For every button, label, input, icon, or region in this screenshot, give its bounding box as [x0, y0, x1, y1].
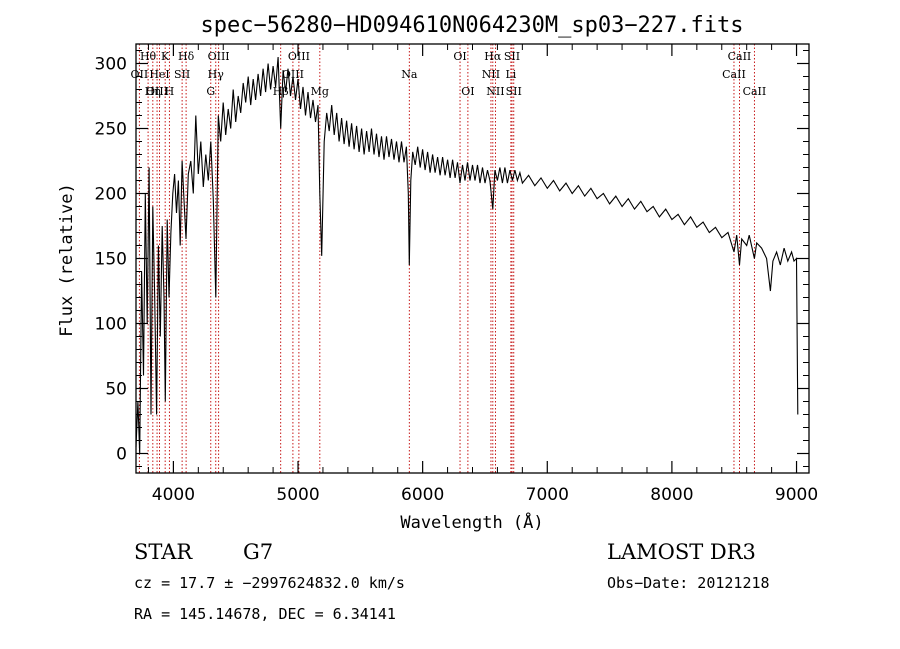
obs-date: Obs−Date: 20121218 — [607, 574, 770, 592]
y-tick-label: 250 — [95, 120, 127, 140]
coordinates: RA = 145.14678, DEC = 6.34141 — [134, 605, 396, 623]
x-tick-label: 6000 — [401, 485, 444, 505]
x-tick-label: 8000 — [650, 485, 693, 505]
spectral-line-label: SII — [174, 68, 190, 81]
spectral-line-label: SII — [504, 50, 520, 63]
y-tick-label: 200 — [95, 185, 127, 205]
x-axis-ticks: 4000 5000 6000 7000 8000 9000 — [147, 44, 818, 505]
spectral-line-label: OIII — [208, 50, 230, 63]
spectral-line-label: CaII — [743, 85, 767, 98]
y-tick-label: 300 — [95, 55, 127, 75]
spectral-line-label: Hη — [145, 85, 161, 98]
survey-name: LAMOST DR3 — [607, 540, 756, 564]
spectral-line-label: Hδ — [178, 50, 195, 63]
y-axis-ticks: 0 50 100 150 200 250 300 — [95, 50, 809, 467]
y-tick-label: 100 — [95, 315, 127, 335]
x-tick-label: 4000 — [152, 485, 195, 505]
spectral-line-label: Hα — [484, 50, 502, 63]
spectral-line-label: Hγ — [208, 68, 225, 81]
object-class: STAR — [134, 540, 193, 564]
spectral-line-label: Hθ — [140, 50, 157, 63]
y-axis-label: Flux (relative) — [57, 183, 77, 337]
redshift-readout: cz = 17.7 ± −2997624832.0 km/s — [134, 574, 405, 592]
spectral-line-markers — [138, 44, 755, 473]
spectral-line-label: OIII — [146, 85, 168, 98]
spectral-line-label: OI — [461, 85, 474, 98]
object-subclass: G7 — [243, 540, 273, 564]
y-tick-label: 150 — [95, 250, 127, 270]
x-tick-label: 7000 — [526, 485, 569, 505]
spectral-line-label: OIII — [288, 50, 310, 63]
spectral-line-label: K — [161, 50, 170, 63]
spectral-line-label: Na — [401, 68, 418, 81]
y-tick-label: 50 — [105, 380, 127, 400]
spectral-line-label: Mg — [311, 85, 329, 98]
spectral-line-label: H — [165, 85, 175, 98]
spectral-line-label: G — [206, 85, 215, 98]
flux-series-line — [135, 56, 799, 454]
spectral-line-label: SII — [506, 85, 522, 98]
x-axis-label: Wavelength (Å) — [400, 511, 543, 533]
spectral-line-label: NII — [482, 68, 500, 81]
spectral-line-label: Li — [505, 68, 516, 81]
spectral-line-label: OI — [453, 50, 466, 63]
spectral-line-label: NII — [486, 85, 504, 98]
spectral-line-label: OII — [131, 68, 149, 81]
y-tick-label: 0 — [116, 445, 127, 465]
chart-title: spec−56280−HD094610N064230M_sp03−227.fit… — [200, 13, 743, 38]
x-tick-label: 5000 — [276, 485, 319, 505]
spectral-line-label: CaII — [722, 68, 746, 81]
x-tick-label: 9000 — [775, 485, 818, 505]
spectral-line-label: HeI — [149, 68, 169, 81]
spectral-line-label: CaII — [728, 50, 752, 63]
